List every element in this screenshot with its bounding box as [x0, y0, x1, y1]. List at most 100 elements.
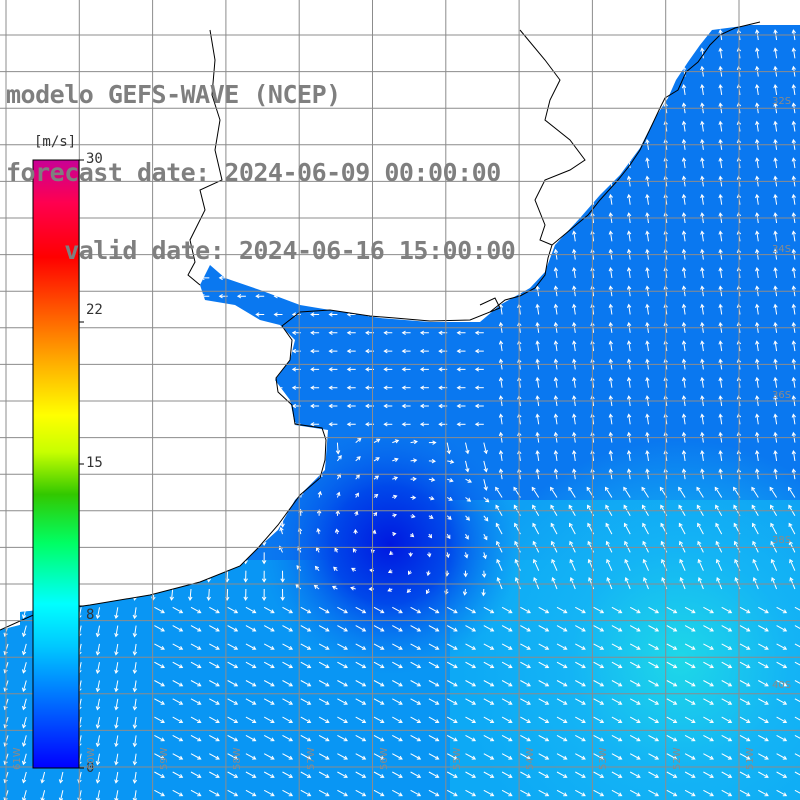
wind-arrow-head: [361, 792, 367, 797]
wind-arrow-head: [691, 682, 696, 687]
wind-arrow-head: [645, 468, 650, 473]
wind-arrow: [756, 194, 759, 205]
wind-arrow-head: [270, 700, 275, 705]
wind-arrow-head: [782, 719, 788, 723]
wind-arrow-head: [755, 395, 760, 400]
wind-arrow-head: [430, 496, 435, 501]
wind-arrow-head: [306, 682, 312, 687]
wind-arrow-head: [626, 321, 632, 327]
wind-arrow-head: [608, 413, 613, 418]
wind-arrow: [483, 460, 487, 472]
wind-arrow-head: [553, 358, 559, 363]
wind-arrow: [756, 121, 759, 132]
wind-arrow: [282, 771, 293, 778]
wind-arrow-head: [526, 774, 531, 778]
wind-arrow: [22, 698, 27, 710]
wind-arrow-head: [645, 358, 650, 363]
wind-arrow-head: [636, 700, 641, 705]
wind-arrow-head: [514, 522, 518, 528]
wind-arrow-head: [95, 779, 101, 784]
wind-arrow-head: [709, 609, 714, 614]
wind-arrow: [410, 734, 421, 742]
wind-arrow: [428, 716, 439, 723]
wind-arrow: [483, 771, 494, 778]
wind-arrow: [96, 625, 100, 637]
wind-arrow: [646, 304, 649, 315]
colorbar-unit: [m/s]: [34, 134, 77, 150]
wind-arrow: [465, 753, 476, 760]
wind-arrow: [96, 790, 100, 800]
wind-arrow-head: [374, 493, 379, 498]
wind-arrow-head: [791, 212, 796, 217]
wind-arrow: [495, 487, 503, 498]
forecast-date: forecast date: 2024-06-09 00:00:00: [6, 158, 501, 187]
wind-arrow: [172, 625, 183, 632]
wind-arrow-head: [626, 395, 632, 400]
wind-arrow-head: [715, 504, 719, 509]
wind-arrow-head: [678, 486, 683, 491]
wind-arrow-head: [438, 330, 443, 336]
wind-arrow-head: [498, 358, 504, 363]
wind-arrow: [520, 789, 531, 797]
wind-arrow-head: [3, 724, 8, 729]
wind-arrow-head: [645, 230, 650, 235]
wind-arrow: [701, 304, 704, 315]
wind-arrow-head: [568, 504, 573, 509]
wind-arrow-head: [288, 627, 294, 632]
wind-arrow: [154, 643, 165, 650]
wind-arrow: [575, 734, 586, 742]
wind-arrow-head: [508, 645, 513, 650]
wind-arrow: [628, 341, 631, 352]
wind-arrow-head: [733, 486, 737, 491]
wind-arrow: [520, 716, 531, 723]
wind-arrow-head: [755, 340, 760, 345]
wind-arrow: [774, 341, 778, 352]
wind-arrow: [134, 643, 137, 655]
wind-arrow-head: [114, 669, 119, 674]
wind-arrow-head: [197, 664, 202, 669]
wind-arrow-head: [453, 682, 458, 687]
wind-arrow-head: [406, 588, 411, 593]
wind-arrow-head: [3, 632, 8, 638]
wind-arrow: [300, 734, 311, 742]
wind-arrow-head: [401, 422, 406, 427]
wind-arrow-head: [435, 609, 440, 614]
wind-arrow-head: [626, 340, 632, 345]
wind-arrow: [355, 456, 361, 462]
wind-arrow-head: [233, 755, 239, 760]
wind-arrow-head: [773, 340, 778, 345]
wind-arrow-head: [624, 576, 629, 582]
wind-arrow: [336, 455, 342, 462]
wind-arrow-head: [178, 719, 184, 723]
wind-arrow: [337, 606, 348, 614]
wind-arrow-head: [474, 330, 480, 336]
wind-arrow: [774, 231, 778, 242]
wind-arrow: [701, 450, 704, 461]
wind-arrow-head: [471, 755, 477, 760]
valid-date: valid date: 2024-06-16 15:00:00: [6, 236, 516, 265]
wind-arrow: [501, 789, 513, 797]
wind-arrow-head: [328, 348, 333, 354]
wind-arrow: [609, 194, 613, 205]
wind-arrow-head: [746, 682, 751, 687]
wind-arrow: [683, 194, 686, 205]
wind-arrow: [428, 789, 439, 797]
wind-arrow: [609, 304, 613, 315]
wind-arrow: [282, 753, 293, 760]
wind-arrow-head: [306, 774, 312, 778]
wind-arrow-head: [608, 395, 613, 400]
wind-arrow-head: [681, 395, 687, 400]
wind-arrow-head: [608, 468, 613, 473]
wind-arrow-head: [608, 321, 613, 327]
wind-arrow-head: [755, 102, 760, 107]
wind-arrow-head: [351, 567, 356, 572]
wind-arrow-head: [727, 700, 733, 705]
wind-arrow-head: [733, 522, 738, 528]
lon-label: 58W: [232, 747, 243, 770]
wind-arrow: [593, 625, 604, 632]
wind-arrow-head: [261, 578, 267, 583]
wind-arrow: [520, 680, 531, 687]
wind-arrow-head: [752, 576, 757, 582]
wind-arrow-head: [791, 120, 796, 125]
wind-arrow: [115, 607, 119, 619]
